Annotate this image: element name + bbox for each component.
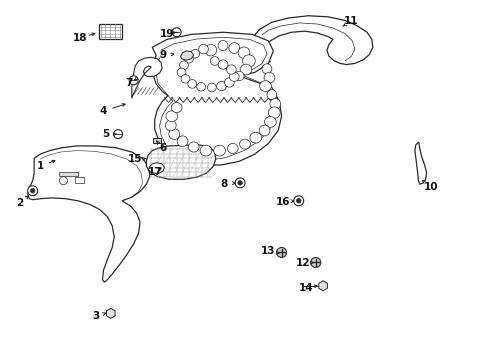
Text: 16: 16	[276, 197, 290, 207]
Ellipse shape	[214, 145, 225, 156]
Text: 11: 11	[344, 17, 359, 27]
Polygon shape	[319, 281, 327, 291]
Ellipse shape	[262, 64, 272, 74]
Text: 2: 2	[16, 198, 23, 208]
Text: 6: 6	[159, 143, 167, 153]
Ellipse shape	[180, 61, 188, 69]
Ellipse shape	[224, 78, 234, 87]
Ellipse shape	[177, 68, 186, 77]
Ellipse shape	[229, 42, 240, 53]
Text: 14: 14	[299, 283, 313, 293]
Polygon shape	[415, 142, 427, 184]
Polygon shape	[106, 309, 115, 318]
Ellipse shape	[243, 55, 255, 67]
Ellipse shape	[267, 90, 277, 100]
Ellipse shape	[198, 44, 208, 54]
Polygon shape	[152, 32, 282, 165]
Ellipse shape	[210, 57, 219, 65]
Text: 12: 12	[295, 258, 310, 268]
Ellipse shape	[234, 71, 244, 81]
Text: 8: 8	[221, 179, 228, 189]
Circle shape	[59, 177, 68, 185]
Circle shape	[28, 186, 38, 196]
Ellipse shape	[166, 120, 176, 131]
Text: 4: 4	[100, 106, 107, 116]
Ellipse shape	[166, 111, 178, 122]
Ellipse shape	[259, 125, 270, 136]
Polygon shape	[147, 145, 216, 179]
Circle shape	[296, 199, 301, 203]
Ellipse shape	[269, 107, 280, 118]
Text: 7: 7	[125, 78, 132, 88]
Polygon shape	[148, 163, 165, 174]
Ellipse shape	[226, 65, 236, 74]
Ellipse shape	[196, 82, 205, 91]
Polygon shape	[181, 51, 194, 60]
Ellipse shape	[205, 44, 217, 56]
Ellipse shape	[240, 64, 252, 75]
Ellipse shape	[227, 143, 238, 153]
Ellipse shape	[218, 41, 228, 50]
Text: 3: 3	[93, 311, 100, 321]
Text: 5: 5	[102, 129, 109, 139]
Ellipse shape	[238, 47, 250, 58]
Polygon shape	[98, 24, 122, 40]
Polygon shape	[58, 172, 78, 176]
Circle shape	[114, 130, 122, 139]
Circle shape	[129, 76, 138, 85]
Ellipse shape	[218, 60, 228, 69]
Text: 10: 10	[424, 182, 439, 192]
Circle shape	[311, 257, 321, 267]
Ellipse shape	[207, 83, 216, 92]
Circle shape	[277, 247, 287, 257]
Ellipse shape	[240, 139, 250, 149]
Ellipse shape	[260, 81, 271, 91]
Ellipse shape	[265, 117, 276, 127]
Text: 15: 15	[128, 154, 143, 164]
Ellipse shape	[181, 75, 190, 83]
Ellipse shape	[229, 72, 239, 81]
Text: 9: 9	[159, 50, 167, 60]
Ellipse shape	[177, 136, 188, 147]
Ellipse shape	[250, 132, 262, 143]
Text: 18: 18	[73, 33, 87, 43]
Polygon shape	[153, 138, 161, 143]
Circle shape	[235, 178, 245, 188]
Circle shape	[30, 189, 35, 193]
Circle shape	[238, 181, 243, 185]
Polygon shape	[28, 146, 150, 282]
Ellipse shape	[188, 80, 196, 88]
Text: 19: 19	[160, 29, 174, 39]
Ellipse shape	[188, 142, 199, 152]
Text: 1: 1	[36, 161, 44, 171]
Circle shape	[172, 28, 181, 37]
Ellipse shape	[169, 129, 180, 139]
Ellipse shape	[270, 99, 281, 109]
Ellipse shape	[191, 49, 199, 58]
Polygon shape	[251, 16, 373, 64]
Ellipse shape	[184, 54, 193, 63]
Ellipse shape	[264, 72, 275, 83]
Ellipse shape	[217, 81, 226, 91]
Ellipse shape	[172, 103, 182, 113]
Polygon shape	[75, 177, 84, 183]
Ellipse shape	[200, 145, 212, 156]
Polygon shape	[132, 57, 162, 98]
Text: 17: 17	[147, 167, 162, 177]
Circle shape	[294, 196, 304, 206]
Text: 13: 13	[261, 246, 276, 256]
